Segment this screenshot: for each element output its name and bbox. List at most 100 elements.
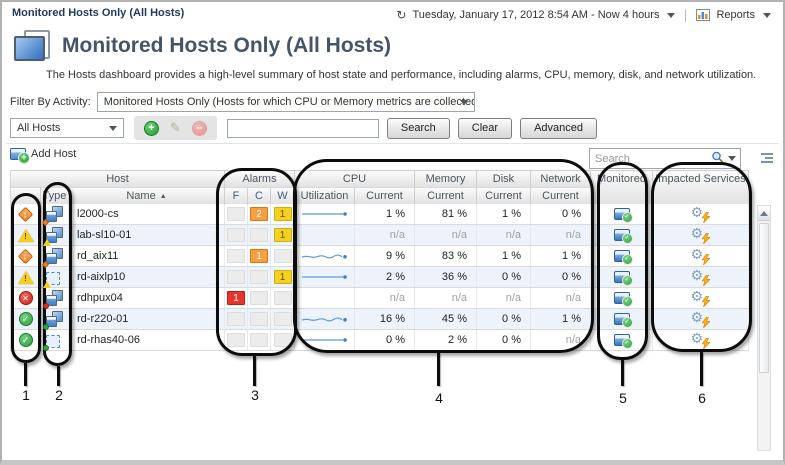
alarm-count-fatal[interactable]: 1 [225,288,248,308]
timeframe-control[interactable]: Tuesday, January 17, 2012 8:54 AM - Now … [412,9,660,21]
column-warning[interactable]: W [271,187,295,204]
reports-menu[interactable]: Reports [716,9,755,21]
severity-cell[interactable] [11,309,41,329]
alarm-count-critical[interactable] [248,330,271,350]
add-host-button[interactable]: Add Host [10,148,76,164]
monitored-cell[interactable] [591,267,653,287]
column-group-cpu[interactable]: CPU [295,170,415,187]
column-impacted-services[interactable]: Impacted Services [653,170,749,204]
table-row[interactable]: lab-sl10-01 1 n/a n/a n/a n/a [11,225,749,246]
impacted-services-cell[interactable] [653,225,749,245]
severity-cell[interactable] [11,246,41,266]
scroll-up-button[interactable] [758,206,770,221]
column-cpu-current[interactable]: Current [355,187,415,204]
column-severity[interactable] [11,187,41,204]
column-group-disk[interactable]: Disk [477,170,531,187]
activity-filter-select[interactable]: Monitored Hosts Only (Hosts for which CP… [96,92,475,112]
severity-cell[interactable] [11,330,41,350]
alarm-count-fatal[interactable] [225,204,248,224]
column-critical[interactable]: C [248,187,271,204]
alarm-count-warning[interactable]: 1 [271,204,295,224]
alarm-count-critical[interactable] [248,309,271,329]
alarm-count-warning[interactable] [271,246,295,266]
breadcrumb[interactable]: Monitored Hosts Only (All Hosts) [12,7,185,19]
host-name-link[interactable]: rdhpux04 [69,288,225,308]
alarm-count-warning[interactable]: 1 [271,267,295,287]
host-search-input[interactable] [226,118,379,138]
add-scope-button[interactable]: + [144,120,159,136]
alarm-count-fatal[interactable] [225,330,248,350]
cpu-current-value: 9 % [355,246,415,266]
column-group-network[interactable]: Network [531,170,591,187]
reports-caret-icon[interactable] [763,12,771,18]
alarm-count-warning[interactable]: 1 [271,225,295,245]
alarm-count-fatal[interactable] [225,309,248,329]
column-network-current[interactable]: Current [531,187,591,204]
host-name-link[interactable]: lab-sl10-01 [69,225,225,245]
advanced-button[interactable]: Advanced [520,117,597,139]
host-name-link[interactable]: rd-aixlp10 [69,267,225,287]
timeframe-caret-icon[interactable] [667,12,676,18]
alarm-count-warning[interactable] [271,330,295,350]
search-magnifier-icon[interactable] [711,151,724,167]
impacted-services-cell[interactable] [653,204,749,224]
table-row[interactable]: l2000-cs 2 1 1 % 81 % 1 % 0 % [11,204,749,226]
host-name-link[interactable]: rd-rhas40-06 [69,330,225,350]
column-type[interactable]: Type [41,187,69,204]
monitored-cell[interactable] [591,330,653,350]
alarm-count-warning[interactable] [271,309,295,329]
column-disk-current[interactable]: Current [477,187,531,204]
table-row[interactable]: rd-rhas40-06 0 % 2 % 0 % n/a [11,330,749,351]
scrollbar-thumb[interactable] [759,223,769,373]
table-customizer-icon[interactable] [759,151,773,165]
host-name-link[interactable]: rd-r220-01 [69,309,225,329]
vertical-scrollbar[interactable] [757,205,771,451]
table-row[interactable]: rd_aix11 1 9 % 83 % 1 % 1 % [11,246,749,268]
impacted-services-cell[interactable] [653,288,749,308]
severity-cell[interactable] [11,204,41,224]
alarm-count-critical[interactable] [248,288,271,308]
column-fatal[interactable]: F [225,187,248,204]
monitored-cell[interactable] [591,288,653,308]
monitored-cell[interactable] [591,225,653,245]
column-monitored[interactable]: Monitored [591,170,653,204]
monitored-cell[interactable] [591,309,653,329]
severity-cell[interactable] [11,288,41,308]
column-group-memory[interactable]: Memory [415,170,477,187]
impacted-services-cell[interactable] [653,246,749,266]
search-options-caret-icon[interactable] [728,156,736,161]
impacted-services-cell[interactable] [653,267,749,287]
alarm-count-warning[interactable] [271,288,295,308]
table-row[interactable]: rd-r220-01 16 % 45 % 0 % 1 % [11,309,749,330]
host-scope-select[interactable]: All Hosts [10,118,124,138]
alarm-count-critical[interactable]: 1 [248,246,271,266]
impacted-services-cell[interactable] [653,309,749,329]
column-group-host[interactable]: Host [11,170,225,187]
clear-button[interactable]: Clear [457,117,513,139]
monitored-cell[interactable] [591,204,653,224]
impacted-services-cell[interactable] [653,330,749,350]
host-scope-caret-icon [109,126,117,131]
disk-current-value: 0 % [477,309,531,329]
alarm-count-fatal[interactable] [225,246,248,266]
remove-scope-button[interactable]: – [191,120,207,136]
column-name[interactable]: Name ▲ [69,187,225,204]
column-cpu-utilization[interactable]: Utilization [295,187,355,204]
column-memory-current[interactable]: Current [415,187,477,204]
host-name-link[interactable]: l2000-cs [69,204,225,224]
edit-scope-icon[interactable]: ✎ [170,120,181,135]
severity-cell[interactable] [11,267,41,287]
alarm-count-critical[interactable] [248,267,271,287]
monitored-cell[interactable] [591,246,653,266]
severity-cell[interactable] [11,225,41,245]
column-group-alarms[interactable]: Alarms [225,170,295,187]
table-search-input[interactable] [590,150,711,167]
host-name-link[interactable]: rd_aix11 [69,246,225,266]
table-row[interactable]: rd-aixlp10 1 2 % 36 % 0 % 0 % [11,267,749,288]
alarm-count-fatal[interactable] [225,267,248,287]
search-button[interactable]: Search [386,117,450,139]
alarm-count-critical[interactable]: 2 [248,204,271,224]
table-row[interactable]: rdhpux04 1 n/a n/a n/a n/a [11,288,749,309]
alarm-count-fatal[interactable] [225,225,248,245]
alarm-count-critical[interactable] [248,225,271,245]
